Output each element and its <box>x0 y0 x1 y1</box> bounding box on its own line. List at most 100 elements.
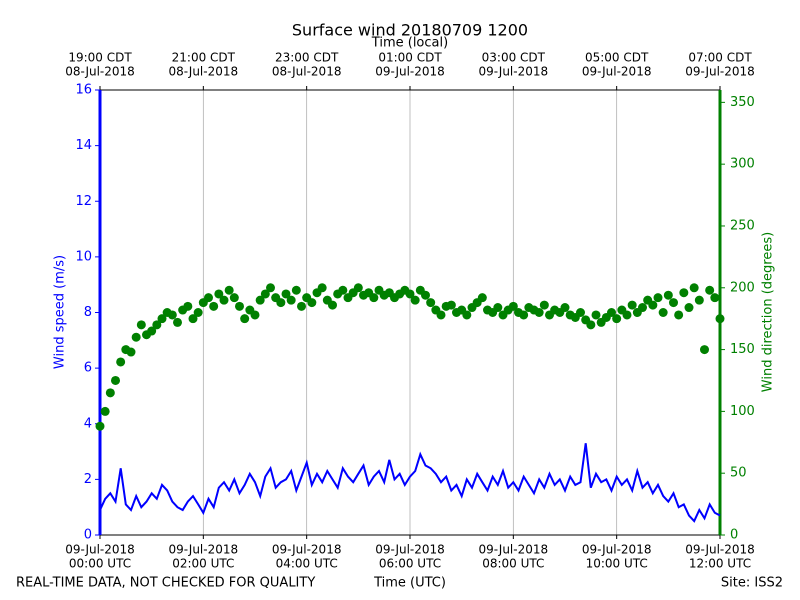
x-tick-label: 00:00 UTC <box>69 557 131 571</box>
wind-direction-point <box>188 314 198 324</box>
x-tick-label: 09-Jul-2018 <box>582 543 652 557</box>
x-axis-label: Time (UTC) <box>373 576 446 591</box>
wind-direction-point <box>534 308 544 317</box>
wind-direction-point <box>229 293 239 303</box>
y-tick-label: 10 <box>75 249 92 264</box>
wind-direction-point <box>663 290 673 300</box>
x-top-tick-label: 07:00 CDT <box>688 51 752 65</box>
x-tick-label: 09-Jul-2018 <box>169 543 239 557</box>
y2-tick-label: 250 <box>730 218 755 233</box>
wind-direction-point <box>240 314 250 324</box>
wind-direction-point <box>648 300 658 310</box>
wind-direction-point <box>260 289 270 299</box>
y2-tick-label: 0 <box>730 528 738 543</box>
x-top-tick-label: 08-Jul-2018 <box>272 65 342 79</box>
x-top-tick-label: 05:00 CDT <box>585 51 649 65</box>
wind-direction-point <box>276 298 286 308</box>
y-tick-label: 4 <box>84 416 92 431</box>
wind-direction-point <box>126 347 136 357</box>
wind-direction-point <box>317 283 327 293</box>
wind-direction-point <box>235 301 244 311</box>
wind-direction-point <box>715 314 725 324</box>
wind-direction-point <box>519 310 529 320</box>
wind-direction-point <box>328 300 337 310</box>
x-tick-label: 08:00 UTC <box>482 557 544 571</box>
y-tick-label: 2 <box>84 472 92 487</box>
wind-direction-point <box>147 326 157 336</box>
wind-direction-point <box>193 308 203 317</box>
wind-direction-point <box>612 314 622 324</box>
wind-direction-point <box>462 310 472 320</box>
x-tick-label: 09-Jul-2018 <box>375 543 445 557</box>
y-tick-label: 14 <box>75 138 92 153</box>
wind-direction-point <box>224 285 234 295</box>
wind-direction-point <box>219 295 229 305</box>
wind-direction-point <box>669 298 678 308</box>
footer-note: REAL-TIME DATA, NOT CHECKED FOR QUALITY <box>16 576 315 591</box>
wind-direction-point <box>116 357 126 367</box>
wind-direction-point <box>173 317 182 327</box>
wind-direction-point <box>658 308 668 317</box>
wind-direction-point <box>622 310 632 320</box>
x-top-tick-label: 08-Jul-2018 <box>169 65 239 79</box>
x-top-tick-label: 19:00 CDT <box>68 51 132 65</box>
wind-direction-point <box>100 406 110 416</box>
wind-direction-point <box>338 285 348 295</box>
wind-direction-point <box>560 303 570 313</box>
footer-site: Site: ISS2 <box>721 576 783 591</box>
x-top-tick-label: 21:00 CDT <box>172 51 236 65</box>
wind-direction-point <box>653 293 663 303</box>
wind-direction-point <box>638 303 647 313</box>
wind-direction-point <box>183 301 193 311</box>
x-top-tick-label: 01:00 CDT <box>378 51 442 65</box>
y2-tick-label: 100 <box>730 404 755 419</box>
wind-direction-point <box>539 300 549 310</box>
wind-direction-point <box>410 295 420 305</box>
y2-tick-label: 200 <box>730 280 755 295</box>
x-tick-label: 09-Jul-2018 <box>479 543 549 557</box>
y-tick-label: 8 <box>84 305 92 320</box>
wind-direction-point <box>627 300 637 310</box>
wind-direction-point <box>105 388 115 398</box>
y2-tick-label: 50 <box>730 466 747 481</box>
wind-direction-point <box>204 293 213 303</box>
wind-direction-point <box>436 310 446 320</box>
wind-direction-point <box>705 285 715 295</box>
wind-direction-point <box>131 332 141 342</box>
x-tick-label: 12:00 UTC <box>689 557 751 571</box>
chart-title: Surface wind 20180709 1200 <box>292 21 528 40</box>
y2-axis-label: Wind direction (degrees) <box>761 232 776 392</box>
wind-direction-point <box>426 298 436 308</box>
wind-direction-point <box>679 288 689 298</box>
wind-direction-point <box>157 314 167 324</box>
x-tick-label: 06:00 UTC <box>379 557 441 571</box>
wind-direction-point <box>167 310 177 320</box>
x-top-tick-label: 23:00 CDT <box>275 51 339 65</box>
wind-direction-point <box>266 283 275 293</box>
wind-direction-point <box>493 303 503 313</box>
y-axis-label: Wind speed (m/s) <box>53 255 68 369</box>
x-tick-label: 04:00 UTC <box>276 557 338 571</box>
y-tick-label: 6 <box>84 361 92 376</box>
y2-tick-label: 350 <box>730 95 755 110</box>
x-top-tick-label: 09-Jul-2018 <box>375 65 445 79</box>
wind-direction-point <box>591 310 601 320</box>
x-top-tick-label: 09-Jul-2018 <box>685 65 755 79</box>
wind-direction-point <box>684 303 694 313</box>
wind-direction-point <box>111 375 120 385</box>
wind-direction-point <box>508 301 518 311</box>
wind-direction-point <box>369 293 379 303</box>
wind-direction-point <box>674 310 684 320</box>
wind-direction-point <box>250 310 260 320</box>
wind-direction-point <box>710 293 720 303</box>
wind-speed-line <box>99 443 721 523</box>
wind-direction-point <box>281 289 291 299</box>
wind-direction-point <box>136 320 146 330</box>
x-tick-label: 09-Jul-2018 <box>65 543 135 557</box>
wind-direction-point <box>255 295 265 305</box>
y-tick-label: 16 <box>75 83 92 98</box>
y-tick-label: 0 <box>84 528 92 543</box>
wind-direction-point <box>586 320 596 330</box>
wind-direction-point <box>700 345 709 355</box>
